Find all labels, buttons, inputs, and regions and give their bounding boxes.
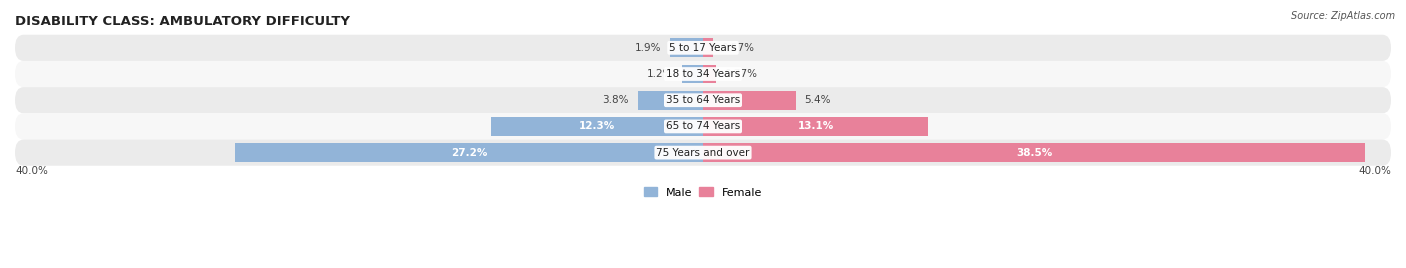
Text: 40.0%: 40.0%: [15, 166, 48, 176]
Bar: [703, 91, 796, 110]
Bar: [703, 143, 1365, 162]
Text: 75 Years and over: 75 Years and over: [657, 148, 749, 158]
Bar: [671, 38, 703, 57]
Text: 27.2%: 27.2%: [451, 148, 488, 158]
Text: 3.8%: 3.8%: [603, 95, 628, 105]
Text: 13.1%: 13.1%: [797, 121, 834, 131]
FancyBboxPatch shape: [15, 35, 1391, 61]
FancyBboxPatch shape: [15, 113, 1391, 140]
Text: 65 to 74 Years: 65 to 74 Years: [666, 121, 740, 131]
Text: 1.9%: 1.9%: [636, 43, 662, 53]
Text: 35 to 64 Years: 35 to 64 Years: [666, 95, 740, 105]
FancyBboxPatch shape: [15, 87, 1391, 113]
Text: 12.3%: 12.3%: [579, 121, 616, 131]
Text: DISABILITY CLASS: AMBULATORY DIFFICULTY: DISABILITY CLASS: AMBULATORY DIFFICULTY: [15, 15, 350, 28]
Bar: [703, 65, 716, 83]
Bar: [638, 91, 703, 110]
Text: 40.0%: 40.0%: [1358, 166, 1391, 176]
Text: Source: ZipAtlas.com: Source: ZipAtlas.com: [1291, 11, 1395, 21]
Bar: [703, 117, 928, 136]
Text: 0.77%: 0.77%: [725, 69, 758, 79]
Text: 0.57%: 0.57%: [721, 43, 755, 53]
Bar: [235, 143, 703, 162]
Text: 38.5%: 38.5%: [1017, 148, 1052, 158]
FancyBboxPatch shape: [15, 61, 1391, 87]
Legend: Male, Female: Male, Female: [640, 183, 766, 202]
Bar: [682, 65, 703, 83]
Text: 18 to 34 Years: 18 to 34 Years: [666, 69, 740, 79]
Text: 5 to 17 Years: 5 to 17 Years: [669, 43, 737, 53]
Bar: [492, 117, 703, 136]
FancyBboxPatch shape: [15, 140, 1391, 166]
Bar: [703, 38, 713, 57]
Text: 1.2%: 1.2%: [647, 69, 673, 79]
Text: 5.4%: 5.4%: [804, 95, 831, 105]
